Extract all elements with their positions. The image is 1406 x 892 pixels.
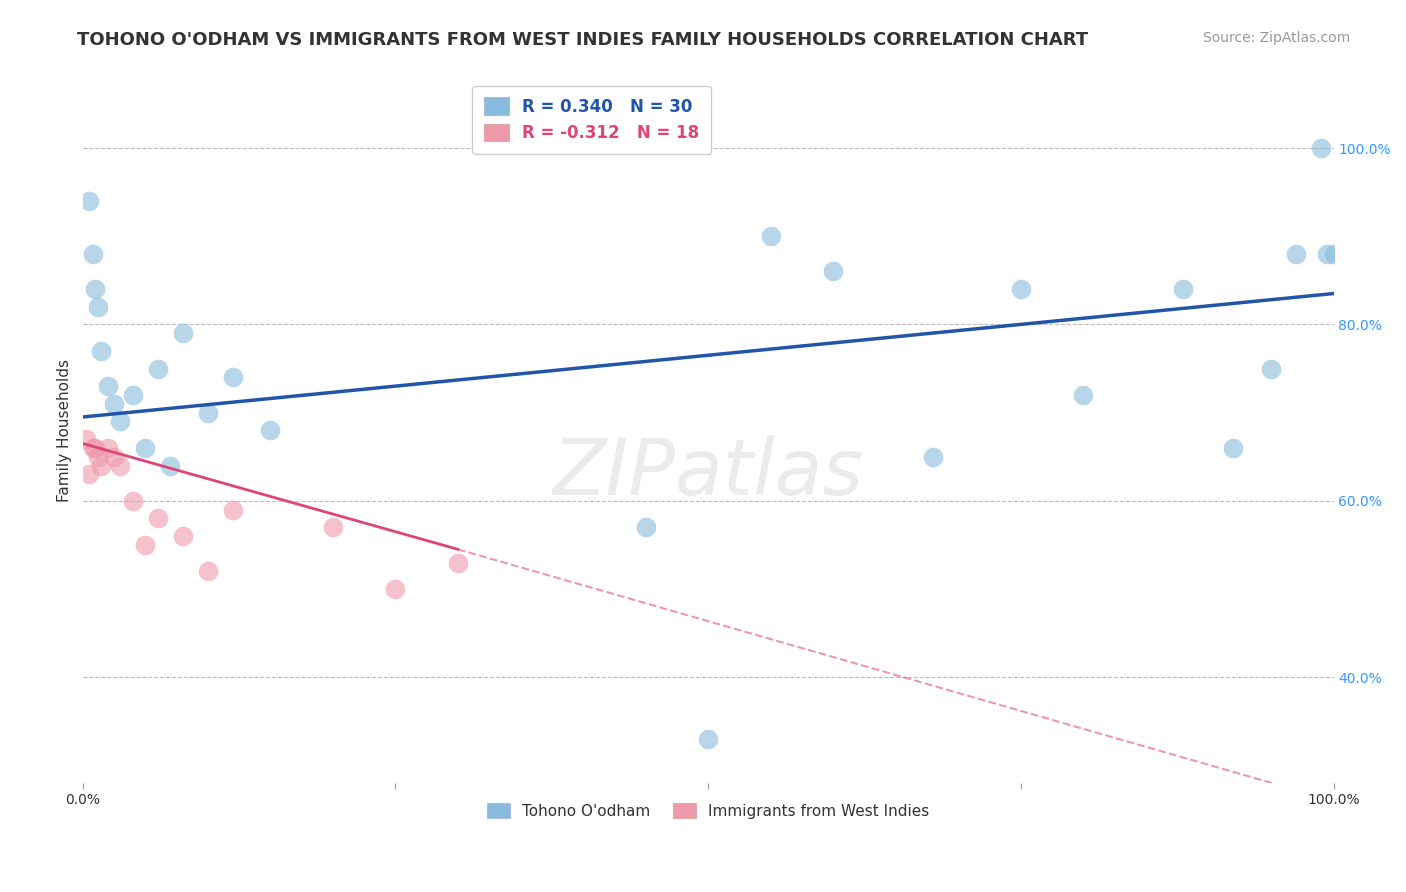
Point xyxy=(75,432,97,446)
Point xyxy=(197,565,219,579)
Point xyxy=(197,406,219,420)
Point xyxy=(447,556,470,570)
Point xyxy=(1260,361,1282,376)
Point xyxy=(1310,141,1333,155)
Point xyxy=(172,326,194,341)
Point xyxy=(82,247,104,261)
Text: TOHONO O'ODHAM VS IMMIGRANTS FROM WEST INDIES FAMILY HOUSEHOLDS CORRELATION CHAR: TOHONO O'ODHAM VS IMMIGRANTS FROM WEST I… xyxy=(77,31,1088,49)
Point xyxy=(103,450,125,464)
Point xyxy=(77,467,100,482)
Point xyxy=(90,343,112,358)
Point xyxy=(146,361,169,376)
Point xyxy=(108,414,131,428)
Point xyxy=(103,397,125,411)
Point xyxy=(322,520,344,534)
Text: ZIPatlas: ZIPatlas xyxy=(553,434,863,510)
Point xyxy=(823,264,845,278)
Point xyxy=(172,529,194,543)
Point xyxy=(222,370,245,384)
Point xyxy=(697,731,720,746)
Point xyxy=(159,458,181,473)
Point xyxy=(90,458,112,473)
Point xyxy=(134,441,156,455)
Point xyxy=(82,441,104,455)
Point xyxy=(77,194,100,208)
Point xyxy=(97,379,120,393)
Point xyxy=(86,300,108,314)
Point xyxy=(134,538,156,552)
Point xyxy=(1173,282,1195,296)
Point xyxy=(121,388,143,402)
Point xyxy=(259,423,281,437)
Legend: Tohono O'odham, Immigrants from West Indies: Tohono O'odham, Immigrants from West Ind… xyxy=(481,797,935,825)
Y-axis label: Family Households: Family Households xyxy=(58,359,72,501)
Point xyxy=(84,441,107,455)
Point xyxy=(384,582,406,596)
Point xyxy=(86,450,108,464)
Point xyxy=(1010,282,1032,296)
Point xyxy=(1285,247,1308,261)
Point xyxy=(759,229,782,244)
Point xyxy=(1222,441,1244,455)
Point xyxy=(97,441,120,455)
Point xyxy=(1073,388,1095,402)
Point xyxy=(922,450,945,464)
Point xyxy=(121,493,143,508)
Point xyxy=(1322,247,1344,261)
Point xyxy=(1316,247,1339,261)
Point xyxy=(108,458,131,473)
Text: Source: ZipAtlas.com: Source: ZipAtlas.com xyxy=(1202,31,1350,45)
Point xyxy=(146,511,169,525)
Point xyxy=(84,282,107,296)
Point xyxy=(634,520,657,534)
Point xyxy=(222,502,245,516)
